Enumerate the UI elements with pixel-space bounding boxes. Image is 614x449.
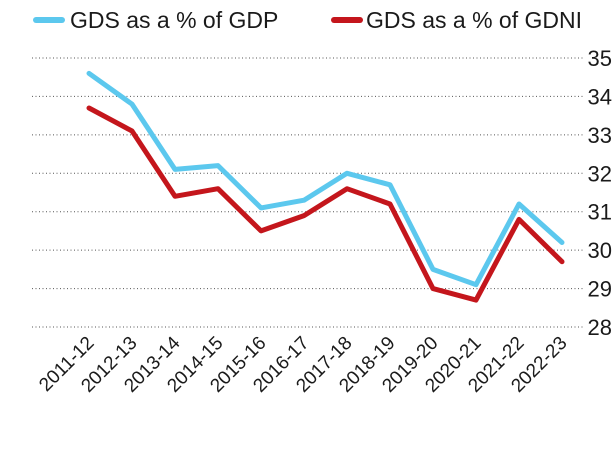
y-tick-label-28: 28 xyxy=(588,315,612,340)
series-line-gdni xyxy=(86,105,565,303)
legend-label-gdni: GDS as a % of GDNI xyxy=(366,7,582,33)
y-axis-tick-labels: 28 29 30 31 32 33 34 35 xyxy=(588,46,612,340)
y-tick-label-30: 30 xyxy=(588,238,612,263)
x-axis-tick-labels: 2011-122012-132013-142014-152015-162016-… xyxy=(35,332,571,396)
y-tick-label-35: 35 xyxy=(588,46,612,71)
series-lines xyxy=(86,70,565,303)
y-tick-label-32: 32 xyxy=(588,161,612,186)
series-line-gdp xyxy=(86,70,565,288)
y-tick-label-31: 31 xyxy=(588,200,612,225)
legend: GDS as a % of GDP GDS as a % of GDNI xyxy=(33,7,582,33)
y-tick-label-34: 34 xyxy=(588,84,612,109)
y-tick-label-29: 29 xyxy=(588,277,612,302)
legend-label-gdp: GDS as a % of GDP xyxy=(70,7,278,33)
y-tick-label-33: 33 xyxy=(588,123,612,148)
gridlines xyxy=(32,57,584,328)
